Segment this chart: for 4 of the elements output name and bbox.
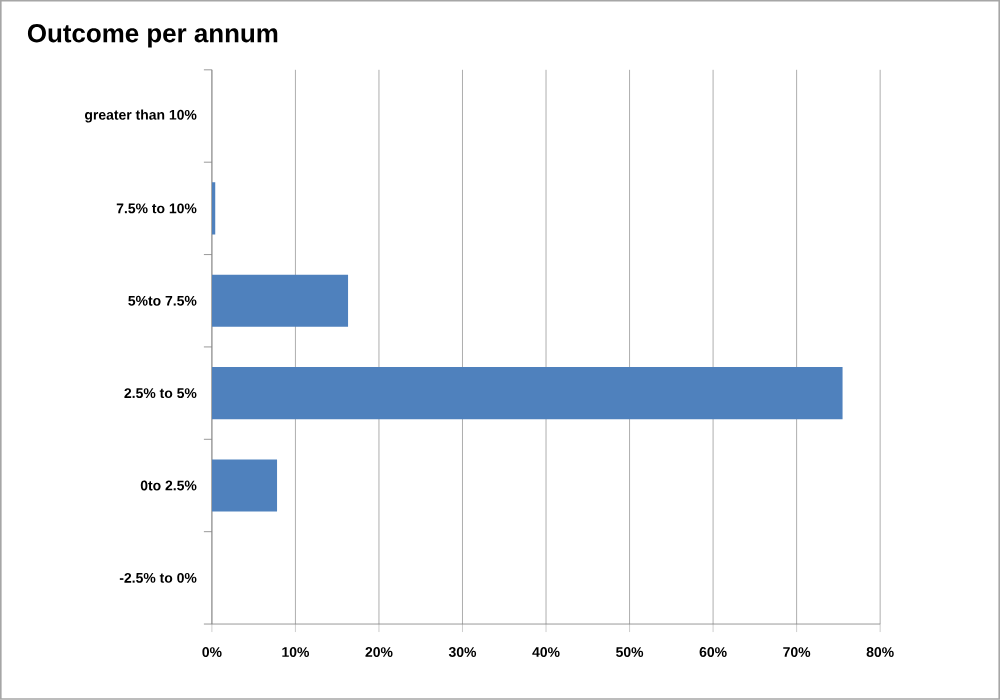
bar <box>211 274 349 327</box>
bar <box>211 367 843 420</box>
bar <box>211 459 278 512</box>
chart-title: Outcome per annum <box>27 24 278 48</box>
